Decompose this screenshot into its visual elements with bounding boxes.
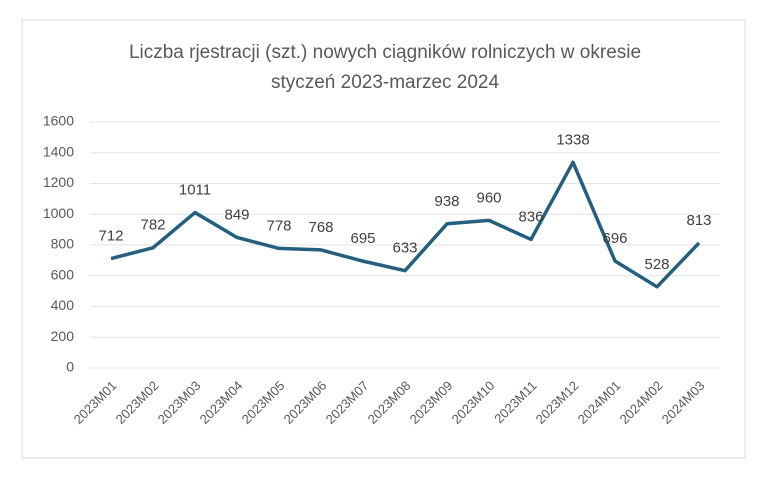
y-tick-label: 600 [51,266,75,282]
data-label: 695 [350,230,375,247]
data-label: 633 [392,240,417,257]
data-label: 960 [476,189,501,206]
chart-title: Liczba rjestracji (szt.) nowych ciągnikó… [128,42,642,93]
y-tick-label: 400 [51,297,75,313]
title-box: Liczba rjestracji (szt.) nowych ciągnikó… [128,42,642,93]
data-label: 1338 [556,131,589,148]
data-label: 938 [434,193,459,210]
data-label: 836 [518,208,543,225]
data-label: 778 [266,217,291,234]
data-label: 712 [98,227,123,244]
y-tick-label: 800 [51,236,75,252]
data-label: 696 [602,230,627,247]
data-label: 768 [308,219,333,236]
y-tick-label: 1200 [43,174,74,190]
chart-frame [21,19,746,459]
y-tick-label: 1400 [43,143,74,159]
y-tick-label: 0 [66,359,74,375]
data-label: 813 [686,212,711,229]
y-tick-label: 1000 [43,205,74,221]
data-label: 782 [140,217,165,234]
y-tick-label: 1600 [43,113,74,129]
data-label: 528 [644,256,669,273]
data-label: 1011 [179,182,211,199]
y-tick-label: 200 [51,328,75,344]
data-line [110,160,701,289]
data-label: 849 [224,206,249,223]
